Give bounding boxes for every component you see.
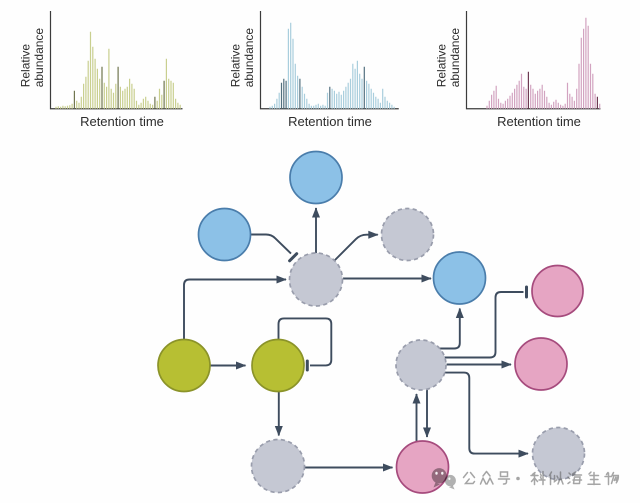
svg-text:abundance: abundance bbox=[448, 28, 462, 88]
svg-text:abundance: abundance bbox=[32, 28, 46, 88]
svg-text:Retention time: Retention time bbox=[497, 114, 581, 129]
svg-text:Relative: Relative bbox=[18, 44, 32, 88]
svg-text:Retention time: Retention time bbox=[80, 114, 164, 129]
svg-text:abundance: abundance bbox=[242, 28, 256, 88]
svg-text:Retention time: Retention time bbox=[288, 114, 372, 129]
svg-text:Relative: Relative bbox=[228, 44, 242, 88]
svg-text:Relative: Relative bbox=[434, 44, 448, 88]
